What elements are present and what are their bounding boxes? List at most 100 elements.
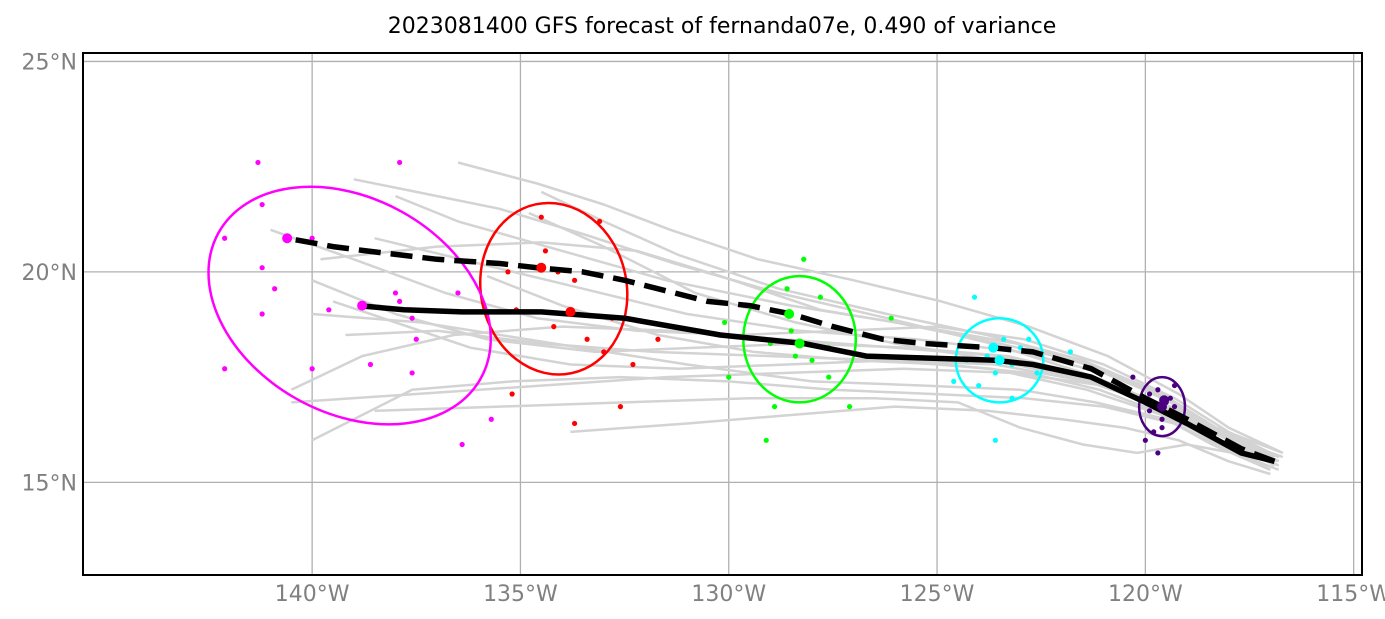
member-point-120h: [488, 416, 494, 422]
member-point-120h: [259, 201, 265, 208]
member-point-120h: [459, 441, 465, 448]
mean-tracks: [286, 235, 1276, 464]
mean-point-72h: [794, 338, 805, 349]
dashed-mean-point-24h: [1159, 395, 1170, 406]
member-point-24h: [1171, 404, 1178, 410]
ensemble-track: [291, 367, 1276, 467]
member-point-48h: [992, 370, 998, 376]
member-point-24h: [1159, 425, 1165, 431]
member-point-120h: [409, 315, 415, 321]
member-point-120h: [309, 366, 315, 372]
ensemble-track: [540, 190, 1284, 455]
member-point-96h: [617, 404, 624, 410]
x-tick-label: 120°W: [1108, 582, 1183, 607]
member-point-72h: [788, 328, 794, 334]
member-point-120h: [397, 159, 403, 166]
member-point-72h: [826, 374, 832, 380]
x-tick-label: 135°W: [483, 582, 558, 607]
member-point-96h: [538, 214, 544, 220]
member-point-96h: [601, 349, 607, 355]
member-point-72h: [846, 404, 853, 410]
member-point-72h: [784, 286, 790, 292]
x-tick-label: 140°W: [275, 582, 350, 607]
member-point-72h: [888, 315, 894, 321]
member-point-72h: [721, 319, 728, 326]
ensemble-track: [457, 161, 1284, 455]
member-point-120h: [392, 290, 399, 296]
plot-frame: [82, 52, 1363, 576]
member-point-96h: [655, 336, 661, 342]
mean-track-solid: [357, 302, 1276, 464]
mean-point-96h: [565, 306, 576, 317]
member-point-120h: [413, 336, 419, 342]
member-point-48h: [1009, 395, 1015, 401]
y-tick-label: 15°N: [22, 471, 77, 496]
member-point-96h: [572, 420, 578, 427]
member-point-24h: [1130, 374, 1136, 380]
ensemble-track: [353, 178, 1271, 471]
member-point-96h: [542, 248, 549, 254]
y-tick-label: 20°N: [22, 261, 77, 286]
ensemble-track: [570, 405, 1271, 476]
y-tick-label: 25°N: [22, 50, 77, 75]
chart-title: 2023081400 GFS forecast of fernanda07e, …: [388, 14, 1057, 39]
dashed-mean-point-120h: [282, 233, 293, 244]
member-point-120h: [255, 159, 261, 166]
member-point-120h: [455, 290, 461, 296]
member-point-96h: [551, 324, 557, 330]
member-point-72h: [726, 374, 732, 380]
member-point-48h: [1001, 336, 1007, 342]
member-point-96h: [572, 277, 578, 283]
member-point-96h: [509, 391, 515, 397]
mean-positions: [282, 233, 1170, 412]
member-point-120h: [367, 361, 374, 368]
member-point-120h: [309, 235, 315, 241]
mean-track-dashed: [286, 235, 1276, 464]
spread-ellipse-24h: [1137, 375, 1187, 438]
member-point-48h: [971, 294, 978, 300]
ensemble-track: [320, 241, 1284, 459]
member-point-120h: [222, 235, 228, 241]
member-point-120h: [272, 286, 278, 292]
member-point-72h: [771, 404, 778, 410]
grid: [83, 53, 1362, 575]
dashed-mean-point-96h: [536, 262, 547, 273]
member-point-24h: [1167, 395, 1173, 401]
member-point-48h: [951, 378, 957, 384]
member-point-24h: [1171, 382, 1178, 389]
ensemble-track: [311, 375, 1280, 471]
member-point-96h: [596, 218, 603, 224]
member-point-48h: [1034, 370, 1040, 376]
member-point-24h: [1155, 450, 1161, 456]
member-point-72h: [817, 294, 824, 300]
member-point-120h: [409, 370, 415, 376]
member-point-120h: [397, 298, 403, 304]
member-point-120h: [259, 311, 265, 317]
spread-ellipse-120h: [207, 185, 493, 426]
member-point-120h: [326, 307, 332, 313]
spread-ellipse-96h: [478, 201, 629, 376]
member-positions: [222, 159, 1182, 456]
tick-labels: 140°W 135°W 130°W 125°W 120°W 115°W 15°N 20°N 25…: [22, 50, 1385, 607]
x-tick-label: 125°W: [900, 582, 975, 607]
member-point-48h: [1067, 349, 1073, 355]
member-point-48h: [976, 382, 982, 389]
member-point-24h: [1146, 408, 1153, 414]
dashed-mean-point-72h: [784, 309, 795, 319]
member-point-24h: [1151, 429, 1157, 435]
member-point-24h: [1146, 391, 1153, 397]
x-tick-label: 115°W: [1316, 582, 1385, 607]
plot-area: [207, 159, 1284, 476]
member-point-120h: [222, 366, 228, 372]
member-point-72h: [763, 437, 769, 443]
mean-point-48h: [994, 355, 1005, 366]
member-point-48h: [992, 437, 998, 443]
mean-point-120h: [357, 300, 368, 311]
member-point-24h: [1155, 387, 1161, 393]
member-point-96h: [505, 269, 511, 275]
ensemble-tracks: [270, 161, 1284, 476]
dashed-mean-point-48h: [988, 342, 999, 353]
member-point-24h: [1159, 416, 1165, 422]
member-point-96h: [584, 336, 590, 342]
